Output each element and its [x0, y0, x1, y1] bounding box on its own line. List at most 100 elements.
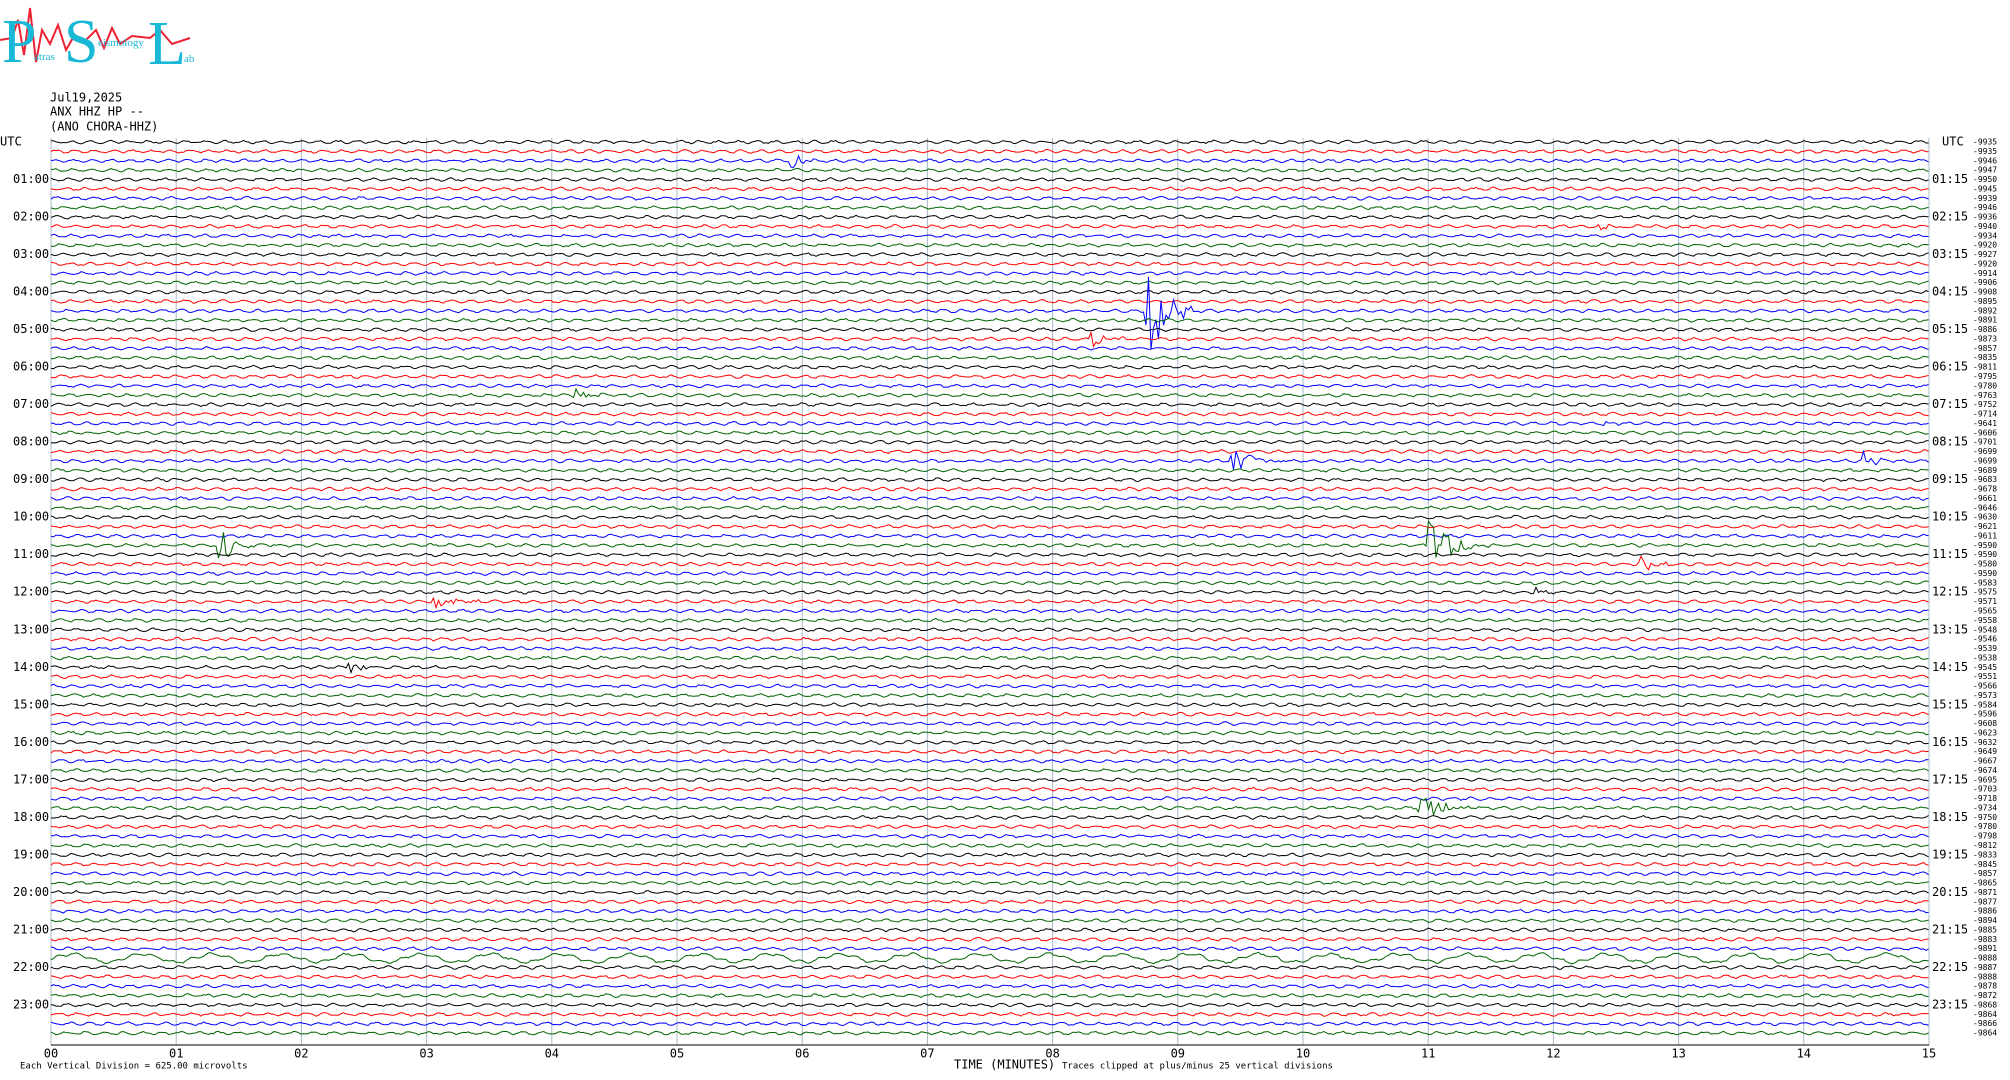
left-time-label: 22:00	[13, 960, 49, 974]
trace	[50, 711, 1929, 717]
offset-label: -9575	[1973, 588, 1997, 597]
trace	[50, 768, 1929, 773]
left-time-label: 21:00	[13, 922, 49, 936]
trace	[50, 814, 1929, 820]
left-time-label: 14:00	[13, 660, 49, 674]
trace	[50, 617, 1929, 623]
offset-label: -9940	[1973, 222, 1997, 231]
trace	[50, 223, 1929, 231]
trace	[50, 1021, 1929, 1027]
offset-label: -9695	[1973, 775, 1997, 784]
x-tick-label: 12	[1546, 1047, 1560, 1061]
offset-label: -9703	[1973, 785, 1997, 794]
offset-label: -9630	[1973, 513, 1997, 522]
trace	[50, 289, 1929, 295]
x-tick-label: 06	[795, 1047, 809, 1061]
offset-label: -9888	[1973, 972, 1997, 981]
x-tick-label: 10	[1296, 1047, 1310, 1061]
left-time-label: 02:00	[13, 210, 49, 224]
right-time-label: 10:15	[1932, 510, 1968, 524]
trace	[50, 636, 1929, 642]
trace	[50, 205, 1929, 211]
x-tick-label: 07	[920, 1047, 934, 1061]
trace	[50, 797, 1929, 817]
offset-label: -9548	[1973, 625, 1997, 634]
offset-label: -9763	[1973, 391, 1997, 400]
logo-wave	[0, 7, 191, 63]
trace	[50, 486, 1929, 492]
trace	[50, 167, 1929, 173]
offset-label: -9939	[1973, 194, 1997, 203]
trace	[50, 477, 1929, 483]
trace	[50, 449, 1929, 454]
offset-label: -9920	[1973, 259, 1997, 268]
trace	[50, 261, 1929, 267]
right-time-label: 12:15	[1932, 585, 1968, 599]
right-time-label: 20:15	[1932, 885, 1968, 899]
offset-label: -9661	[1973, 494, 1997, 503]
offset-label: -9872	[1973, 991, 1997, 1000]
offset-label: -9646	[1973, 503, 1997, 512]
trace	[50, 586, 1929, 595]
trace	[50, 730, 1929, 736]
offset-label: -9927	[1973, 250, 1997, 259]
offset-label: -9857	[1973, 344, 1997, 353]
offset-label: -9886	[1973, 907, 1997, 916]
trace	[50, 692, 1929, 698]
trace	[50, 936, 1929, 942]
trace	[51, 674, 1929, 680]
trace	[50, 420, 1929, 427]
trace	[50, 749, 1929, 755]
logo-word: ab	[184, 53, 195, 65]
left-time-label: 12:00	[13, 585, 49, 599]
offset-label: -9689	[1973, 466, 1997, 475]
offset-label: -9833	[1973, 850, 1997, 859]
offset-label: -9866	[1973, 1019, 1997, 1028]
logo: P atras S eismology L ab	[0, 7, 195, 78]
trace	[50, 154, 1929, 168]
trace	[50, 214, 1929, 220]
trace	[50, 242, 1929, 248]
offset-label: -9934	[1973, 231, 1997, 240]
offset-label: -9795	[1973, 372, 1997, 381]
offset-label: -9623	[1973, 728, 1997, 737]
logo-letter: P	[2, 8, 36, 76]
offset-label: -9812	[1973, 841, 1997, 850]
trace	[50, 383, 1929, 389]
right-time-label: 13:15	[1932, 622, 1968, 636]
offset-label: -9885	[1973, 925, 1997, 934]
offset-label: -9683	[1973, 475, 1997, 484]
right-time-label: 04:15	[1932, 285, 1968, 299]
offset-label: -9701	[1973, 438, 1997, 447]
left-time-label: 04:00	[13, 285, 49, 299]
right-time-label: 18:15	[1932, 810, 1968, 824]
trace	[50, 524, 1929, 530]
offset-label: -9546	[1973, 635, 1997, 644]
trace	[50, 627, 1929, 633]
trace	[50, 364, 1929, 370]
trace	[50, 927, 1929, 933]
offset-label: -9883	[1973, 935, 1997, 944]
trace	[50, 824, 1929, 830]
offset-label: -9914	[1973, 269, 1997, 278]
offset-label: -9946	[1973, 156, 1997, 165]
trace	[50, 852, 1929, 858]
left-time-label: 23:00	[13, 997, 49, 1011]
trace	[50, 796, 1929, 802]
right-time-label: 14:15	[1932, 660, 1968, 674]
trace	[50, 683, 1929, 689]
trace	[51, 993, 1929, 998]
trace	[50, 889, 1929, 895]
offset-label: -9590	[1973, 550, 1997, 559]
offset-label: -9606	[1973, 428, 1997, 437]
right-time-label: 09:15	[1932, 472, 1968, 486]
offset-label: -9868	[1973, 1000, 1997, 1009]
offset-label: -9539	[1973, 644, 1997, 653]
offset-label: -9583	[1973, 578, 1997, 587]
date: Jul19,2025	[50, 91, 122, 105]
trace	[50, 449, 1929, 471]
offset-label: -9947	[1973, 166, 1997, 175]
offset-label: -9895	[1973, 297, 1997, 306]
logo-letter: L	[148, 10, 186, 78]
trace	[51, 387, 1929, 399]
